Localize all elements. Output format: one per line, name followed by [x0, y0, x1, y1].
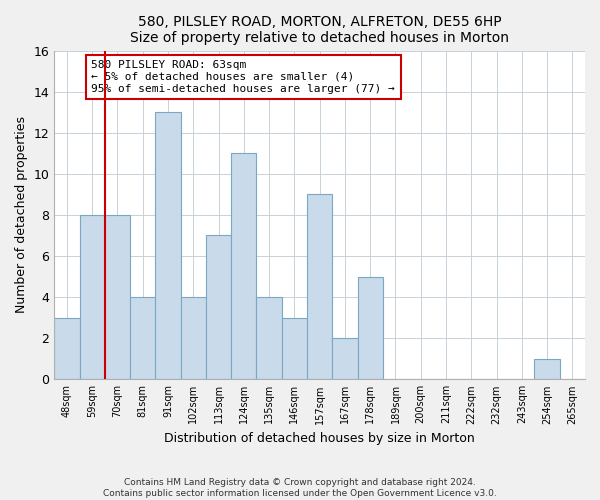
Bar	[332, 338, 358, 380]
Text: 580 PILSLEY ROAD: 63sqm
← 5% of detached houses are smaller (4)
95% of semi-deta: 580 PILSLEY ROAD: 63sqm ← 5% of detached…	[91, 60, 395, 94]
Bar	[256, 297, 282, 380]
Bar	[105, 215, 130, 380]
Text: Contains HM Land Registry data © Crown copyright and database right 2024.
Contai: Contains HM Land Registry data © Crown c…	[103, 478, 497, 498]
Title: 580, PILSLEY ROAD, MORTON, ALFRETON, DE55 6HP
Size of property relative to detac: 580, PILSLEY ROAD, MORTON, ALFRETON, DE5…	[130, 15, 509, 45]
Bar	[231, 154, 256, 380]
Bar	[282, 318, 307, 380]
Bar	[307, 194, 332, 380]
Bar	[206, 236, 231, 380]
Bar	[155, 112, 181, 380]
Bar	[181, 297, 206, 380]
Bar	[358, 276, 383, 380]
Bar	[130, 297, 155, 380]
Bar	[80, 215, 105, 380]
Bar	[535, 359, 560, 380]
Y-axis label: Number of detached properties: Number of detached properties	[15, 116, 28, 314]
X-axis label: Distribution of detached houses by size in Morton: Distribution of detached houses by size …	[164, 432, 475, 445]
Bar	[54, 318, 80, 380]
